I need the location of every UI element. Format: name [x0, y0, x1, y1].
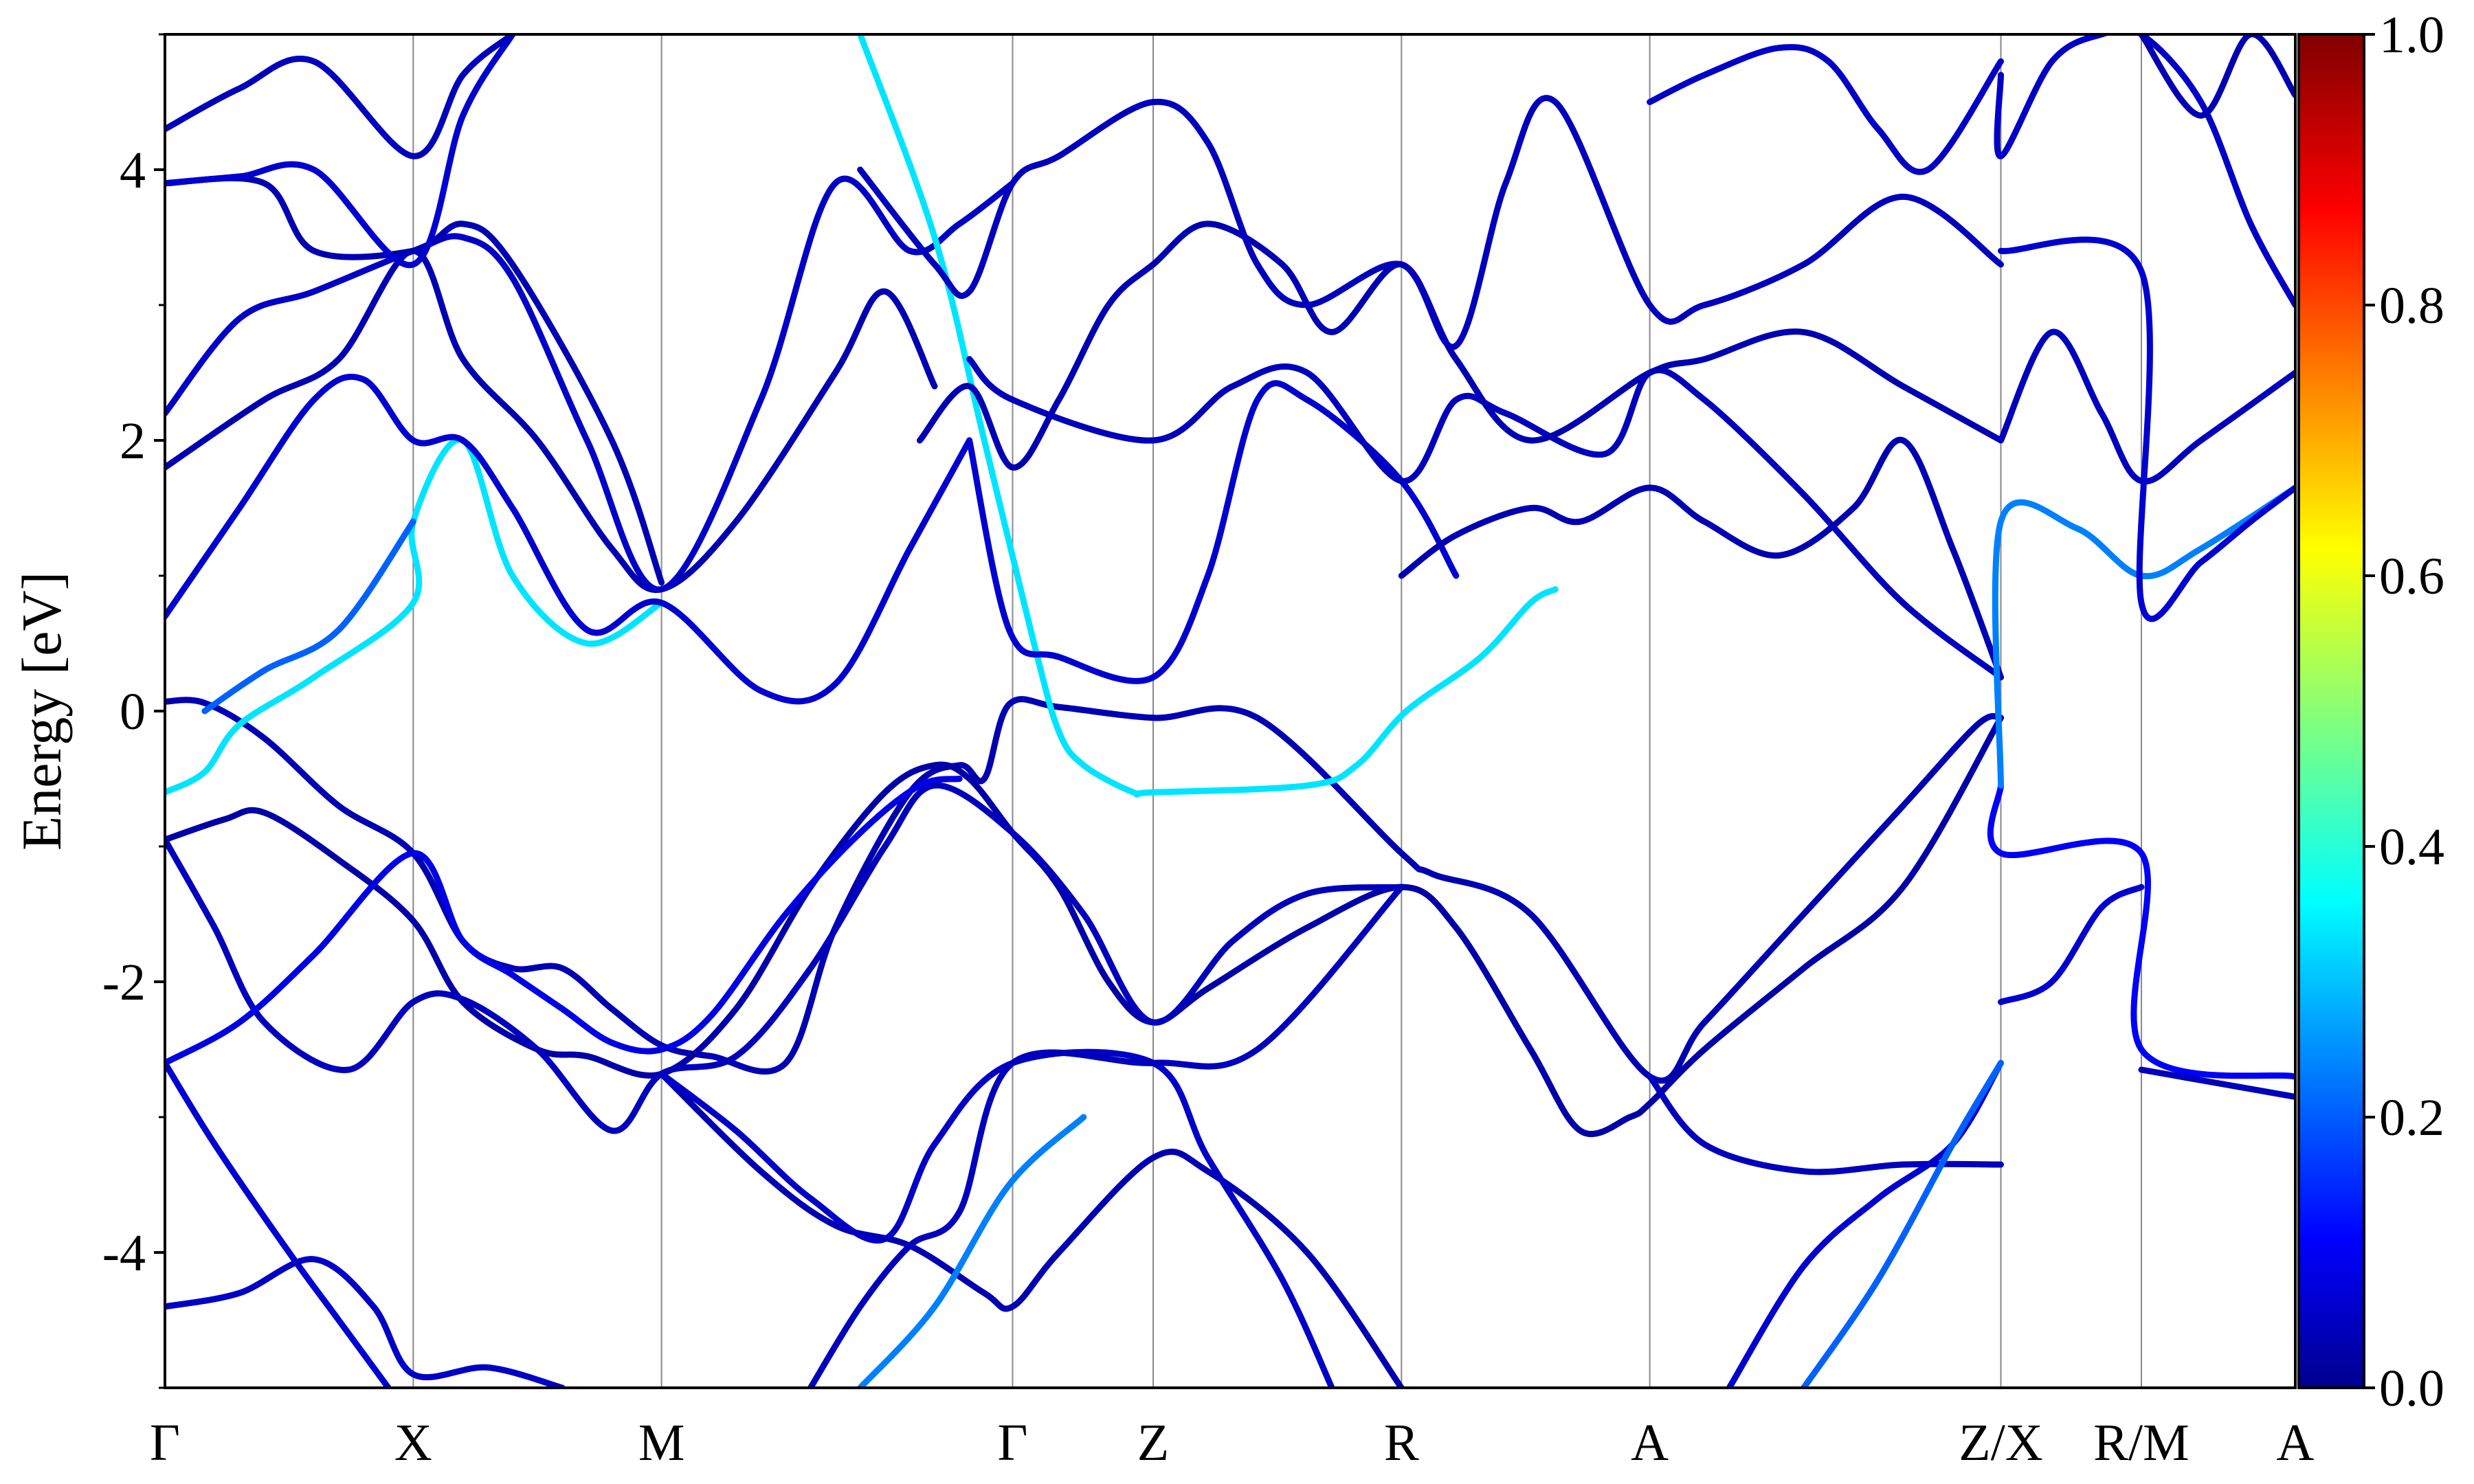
- band-line: [165, 175, 665, 586]
- x-tick-label: R/M: [2093, 1414, 2189, 1472]
- band-line: [1726, 1059, 2004, 1388]
- band-line: [658, 1048, 1335, 1388]
- band-lines: [165, 34, 2295, 1388]
- band-line: [916, 221, 2004, 471]
- band-line: [857, 34, 1559, 798]
- band-line: [857, 1114, 1087, 1388]
- band-line: [165, 1059, 392, 1388]
- band-line: [1998, 328, 2295, 485]
- colorbar-tick-label: 1.0: [2379, 6, 2444, 64]
- band-line: [165, 776, 963, 1066]
- band-line: [1998, 884, 2145, 1005]
- x-tick-label: X: [394, 1414, 432, 1472]
- band-line: [1992, 484, 2295, 789]
- band-line: [165, 1256, 566, 1388]
- x-tick-label: Γ: [998, 1414, 1028, 1472]
- x-tick-label: Z/X: [1959, 1414, 2042, 1472]
- band-line: [165, 436, 665, 796]
- x-tick-label: R: [1384, 1414, 1419, 1472]
- band-line: [658, 1070, 1405, 1388]
- x-tick-label: Z: [1137, 1414, 1169, 1472]
- band-line: [165, 34, 516, 159]
- x-axis: Γ X M Γ Z R A Z/X R/M A: [150, 1414, 2315, 1472]
- band-line: [1998, 236, 2295, 622]
- x-tick-label: Γ: [150, 1414, 180, 1472]
- y-tick-label: 0: [120, 683, 146, 741]
- band-line: [1801, 1059, 2004, 1388]
- band-line: [165, 34, 516, 269]
- x-tick-label: A: [1631, 1414, 1669, 1472]
- colorbar-tick-label: 0.0: [2379, 1360, 2444, 1417]
- band-line: [165, 373, 973, 705]
- colorbar: [2297, 33, 2365, 1389]
- band-line: [1994, 34, 2295, 308]
- band-line: [201, 518, 416, 715]
- colorbar-tick-label: 0.4: [2379, 818, 2444, 876]
- band-line: [807, 884, 1405, 1388]
- y-tick-label: -4: [102, 1224, 146, 1282]
- band-line: [2138, 34, 2295, 119]
- band-line: [1398, 436, 2004, 681]
- y-tick-label: -2: [102, 954, 146, 1011]
- band-line: [165, 782, 1405, 1134]
- band-line: [165, 715, 2004, 1138]
- y-tick-label: 4: [120, 142, 146, 199]
- x-tick-label: M: [638, 1414, 685, 1472]
- colorbar-tick-label: 0.6: [2379, 548, 2444, 605]
- x-tick-label: A: [2277, 1414, 2315, 1472]
- y-axis-title: Energy [eV]: [10, 572, 73, 851]
- y-tick-label: 2: [120, 412, 146, 470]
- band-line: [165, 175, 1016, 593]
- band-line: [857, 95, 2004, 350]
- band-line: [1647, 44, 2004, 175]
- colorbar-axis: 0.0 0.2 0.4 0.6 0.8 1.0: [2364, 6, 2444, 1417]
- colorbar-tick-label: 0.8: [2379, 277, 2444, 335]
- y-axis: -4 -2 0 2 4: [102, 33, 165, 1389]
- band-line: [2138, 1066, 2295, 1100]
- band-line: [1987, 782, 2295, 1080]
- band-line: [165, 247, 938, 594]
- colorbar-tick-label: 0.2: [2379, 1089, 2444, 1147]
